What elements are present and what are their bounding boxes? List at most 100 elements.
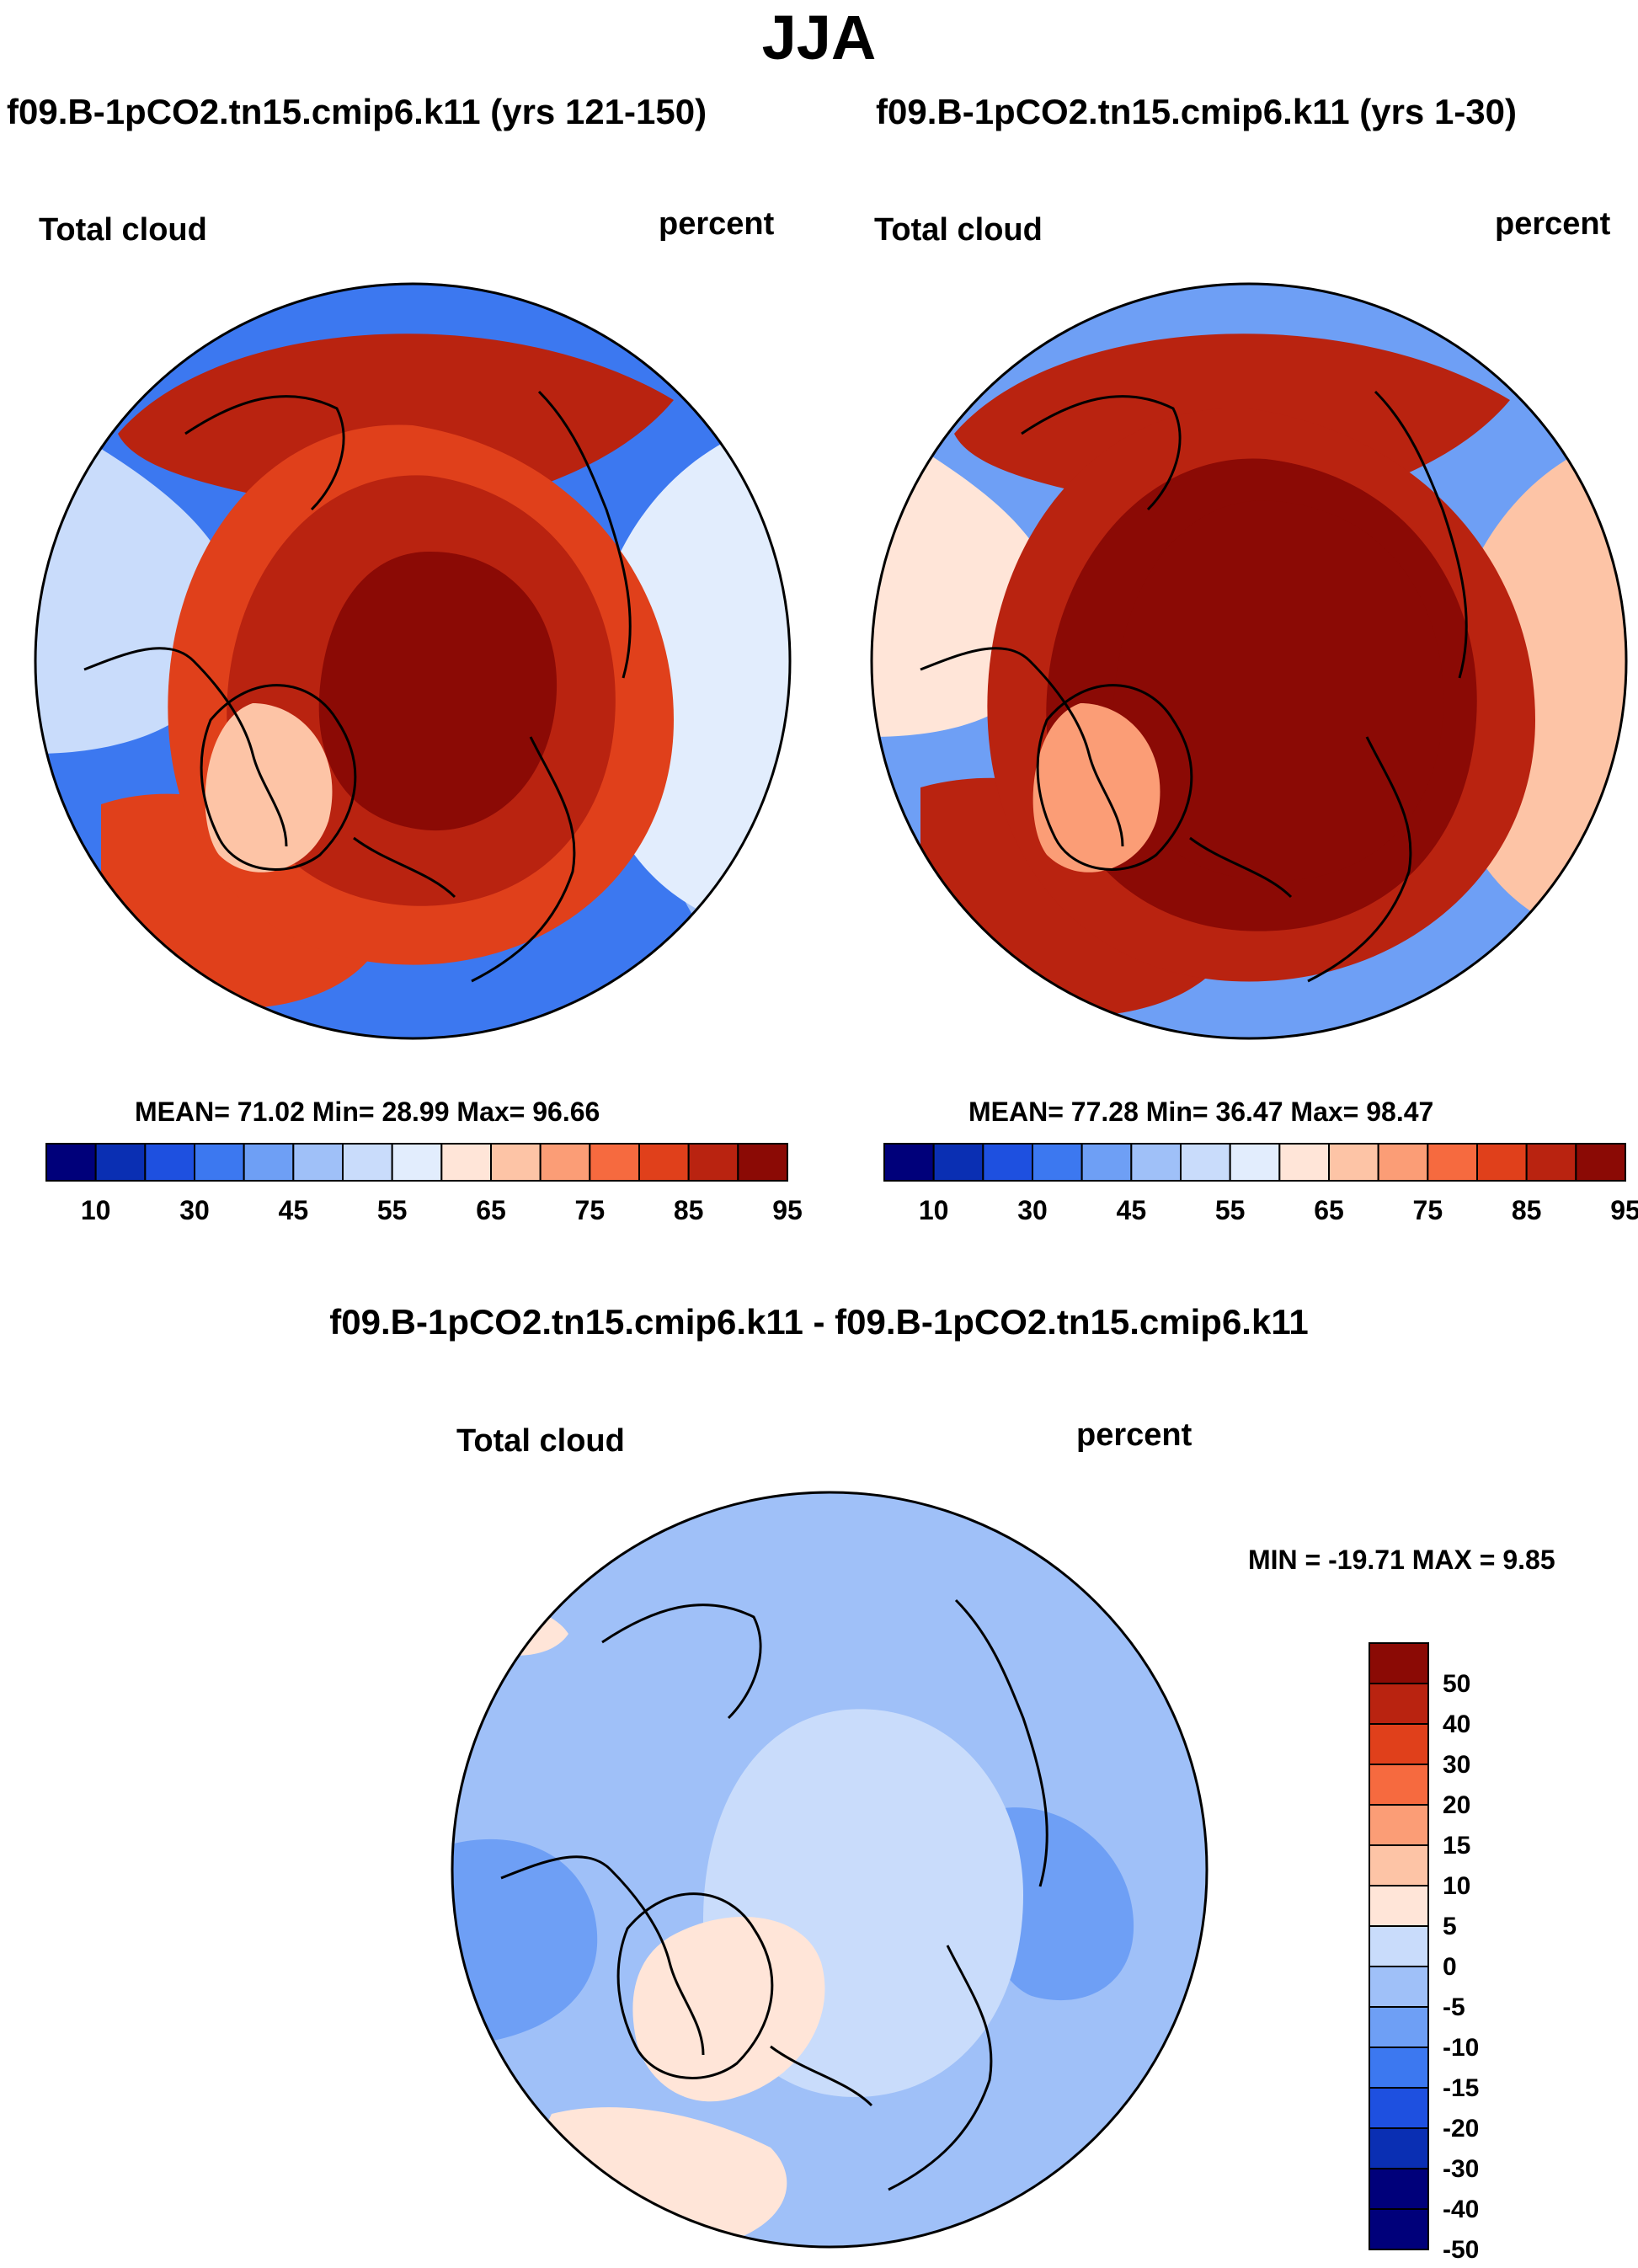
colorbar-tick-label: 55 xyxy=(377,1195,408,1225)
panel3-variable: Total cloud xyxy=(456,1423,625,1459)
colorbar-cell xyxy=(1369,2208,1429,2250)
colorbar-cell xyxy=(539,1143,591,1182)
colorbar-cell xyxy=(1369,1885,1429,1927)
panel2-variable: Total cloud xyxy=(874,212,1043,248)
panel2-region-pole xyxy=(1112,500,1443,881)
colorbar-tick-label: -10 xyxy=(1443,2034,1479,2062)
panel1-region-greenland-interior xyxy=(205,703,333,873)
panel2-colorbar: 10 30 45 55 65 75 85 95 xyxy=(883,1143,1638,1225)
panel1-mean-label: MEAN= xyxy=(135,1097,230,1127)
colorbar-tick-label: 85 xyxy=(674,1195,704,1225)
panel1-min-value: 28.99 xyxy=(381,1097,450,1127)
panel2-mean-value: 77.28 xyxy=(1070,1097,1139,1127)
panel1-colorbar: 10 30 45 55 65 75 85 95 xyxy=(45,1143,803,1225)
colorbar-tick-label: 15 xyxy=(1443,1832,1470,1860)
panel1-min-label: Min= xyxy=(312,1097,375,1127)
colorbar-tick-label: 45 xyxy=(1117,1195,1147,1225)
colorbar-cell xyxy=(1278,1143,1331,1182)
colorbar-cell xyxy=(490,1143,542,1182)
panel1-mean-value: 71.02 xyxy=(237,1097,305,1127)
colorbar-cell xyxy=(440,1143,493,1182)
panel2-min-label: Min= xyxy=(1145,1097,1208,1127)
panel1-stats: MEAN= 71.02 Min= 28.99 Max= 96.66 xyxy=(135,1095,600,1129)
colorbar-tick-label: 50 xyxy=(1443,1670,1470,1698)
colorbar-cell xyxy=(932,1143,984,1182)
panel3-region-greenland xyxy=(632,1917,825,2102)
colorbar-tick-label: 5 xyxy=(1443,1913,1457,1940)
colorbar-cell xyxy=(1080,1143,1133,1182)
colorbar-cell xyxy=(1369,2006,1429,2048)
panel3-units: percent xyxy=(1076,1417,1192,1453)
colorbar-tick-label: 30 xyxy=(1017,1195,1048,1225)
colorbar-cell xyxy=(1476,1143,1528,1182)
colorbar-cell xyxy=(1369,2127,1429,2169)
colorbar-cell xyxy=(687,1143,739,1182)
colorbar-tick-label: 65 xyxy=(1314,1195,1344,1225)
colorbar-tick-label: -50 xyxy=(1443,2236,1479,2264)
colorbar-cell xyxy=(1369,1764,1429,1806)
panel1-coastlines xyxy=(83,390,632,983)
panel3-min-value: -19.71 xyxy=(1328,1545,1405,1575)
colorbar-tick-label: 95 xyxy=(772,1195,803,1225)
page-title: JJA xyxy=(761,3,877,72)
colorbar-tick-label: 55 xyxy=(1215,1195,1246,1225)
colorbar-cell xyxy=(292,1143,344,1182)
panel2-max-label: Max= xyxy=(1290,1097,1359,1127)
colorbar-cell xyxy=(1369,2047,1429,2089)
panel1-region-north-pacific xyxy=(118,334,674,514)
panel3-title: f09.B-1pCO2.tn15.cmip6.k11 - f09.B-1pCO2… xyxy=(329,1302,1309,1342)
panel2-title: f09.B-1pCO2.tn15.cmip6.k11 (yrs 1-30) xyxy=(876,92,1518,131)
panel1-units: percent xyxy=(659,206,775,242)
panel2-units: percent xyxy=(1495,206,1611,242)
panel1-map xyxy=(34,282,792,1040)
panel3-region-north-america xyxy=(452,1838,598,2047)
colorbar-tick-label: 0 xyxy=(1443,1953,1457,1981)
colorbar-cell xyxy=(737,1143,788,1182)
colorbar-cell xyxy=(1575,1143,1626,1182)
colorbar-tick-label: -40 xyxy=(1443,2196,1479,2223)
colorbar-cell xyxy=(94,1143,147,1182)
colorbar-cell xyxy=(144,1143,196,1182)
colorbar-cell xyxy=(1130,1143,1182,1182)
panel1-max-label: Max= xyxy=(456,1097,526,1127)
colorbar-tick-label: -5 xyxy=(1443,1993,1465,2021)
colorbar-cell xyxy=(1328,1143,1379,1182)
colorbar-cell xyxy=(1369,1804,1429,1846)
panel2-coastlines xyxy=(920,390,1468,983)
panel1-title: f09.B-1pCO2.tn15.cmip6.k11 (yrs 121-150) xyxy=(7,92,707,131)
colorbar-cell xyxy=(1369,1925,1429,1967)
panel2-max-value: 98.47 xyxy=(1366,1097,1434,1127)
panel2-mean-label: MEAN= xyxy=(968,1097,1064,1127)
colorbar-cell xyxy=(1369,1966,1429,2008)
colorbar-cell xyxy=(1369,2168,1429,2210)
colorbar-cell xyxy=(589,1143,640,1182)
colorbar-tick-label: 30 xyxy=(179,1195,210,1225)
colorbar-cell xyxy=(342,1143,393,1182)
colorbar-tick-label: -15 xyxy=(1443,2074,1479,2102)
colorbar-cell xyxy=(982,1143,1034,1182)
colorbar-tick-label: 10 xyxy=(81,1195,111,1225)
colorbar-cell xyxy=(1369,1723,1429,1765)
colorbar-tick-label: 10 xyxy=(1443,1872,1470,1900)
panel2-map xyxy=(870,282,1628,1040)
colorbar-tick-label: 45 xyxy=(279,1195,309,1225)
colorbar-tick-label: 95 xyxy=(1610,1195,1638,1225)
panel3-coastlines xyxy=(500,1598,1048,2191)
colorbar-cell xyxy=(391,1143,443,1182)
colorbar-tick-label: 75 xyxy=(1413,1195,1443,1225)
colorbar-tick-label: 85 xyxy=(1512,1195,1542,1225)
colorbar-cell xyxy=(243,1143,295,1182)
colorbar-tick-label: 40 xyxy=(1443,1710,1470,1738)
colorbar-tick-label: 75 xyxy=(575,1195,606,1225)
colorbar-tick-label: 30 xyxy=(1443,1751,1470,1779)
colorbar-cell xyxy=(1525,1143,1577,1182)
colorbar-cell xyxy=(1180,1143,1231,1182)
panel2-region-greenland-interior xyxy=(1032,703,1160,873)
colorbar-cell xyxy=(1369,1642,1429,1684)
panel1-region-pole xyxy=(318,552,558,831)
colorbar-cell xyxy=(194,1143,245,1182)
colorbar-cell xyxy=(883,1143,935,1182)
panel1-variable: Total cloud xyxy=(39,212,207,248)
panel2-min-value: 36.47 xyxy=(1215,1097,1283,1127)
